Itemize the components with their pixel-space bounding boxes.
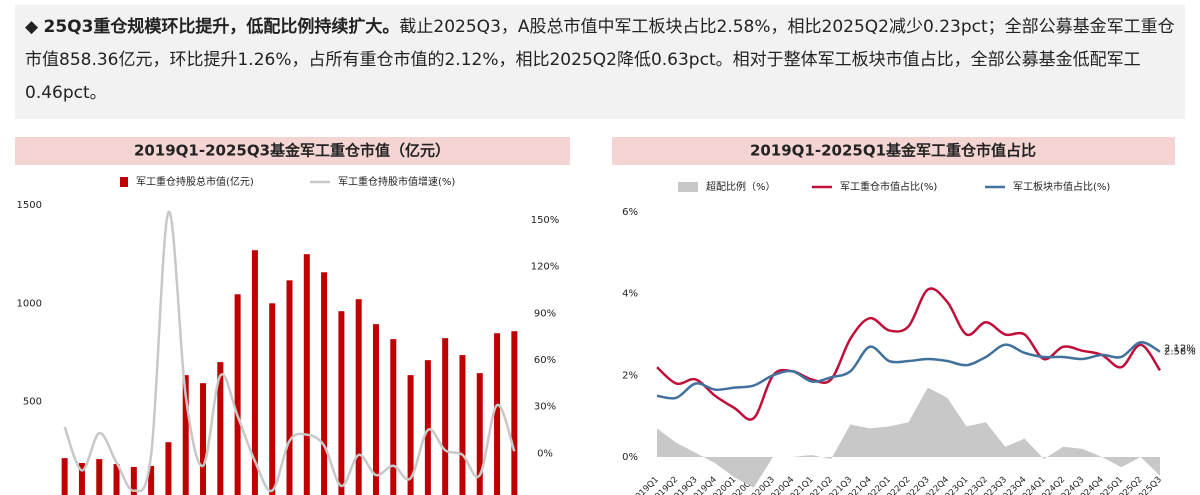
- bar: [459, 355, 466, 495]
- title-box: [15, 137, 570, 165]
- bar: [78, 463, 85, 495]
- bar: [148, 465, 155, 495]
- y-tick-label: 2%: [622, 370, 638, 381]
- bar: [338, 311, 345, 495]
- bullet: ◆: [25, 17, 44, 37]
- bar: [476, 373, 483, 495]
- bar: [234, 294, 241, 495]
- bar: [130, 466, 137, 495]
- body-text: 截止2025Q3，A股总市值中军工板块占比2.58%，相比2025Q2减少0.2…: [25, 17, 1175, 103]
- area: [657, 387, 1160, 488]
- bar: [390, 339, 397, 495]
- legend-label: 超配比例（%）: [706, 180, 776, 193]
- chart-title: 2019Q1-2025Q1基金军工重仓市值占比: [750, 142, 1036, 160]
- legend-label: 军工重仓市值占比(%): [840, 180, 937, 193]
- bar: [372, 324, 379, 495]
- legend-label: 军工重仓持股总市值(亿元): [136, 175, 254, 188]
- y-tick-label: 1000: [17, 298, 42, 309]
- title-box: [612, 137, 1175, 165]
- bar: [303, 254, 310, 495]
- bar: [200, 383, 207, 495]
- legend-swatch: [120, 177, 128, 187]
- y2-tick-label: 0%: [537, 448, 553, 459]
- data-label: 2.58%: [1164, 347, 1196, 358]
- bar: [442, 338, 449, 495]
- bar: [286, 280, 293, 495]
- legend-swatch: [678, 182, 698, 192]
- legend-label: 军工重仓持股市值增速(%): [338, 175, 455, 188]
- summary-box: ◆ 25Q3重仓规模环比提升，低配比例持续扩大。截止2025Q3，A股总市值中军…: [15, 5, 1185, 119]
- y-tick-label: 1500: [17, 200, 42, 211]
- bar: [424, 360, 431, 495]
- bar: [96, 459, 103, 495]
- bar: [182, 375, 189, 495]
- bar: [217, 362, 224, 495]
- y2-tick-label: 120%: [531, 262, 560, 273]
- data-label: 2.12%: [1164, 343, 1196, 354]
- bar: [251, 250, 258, 495]
- bar: [321, 272, 328, 495]
- y-tick-label: 500: [23, 397, 42, 408]
- headline: 25Q3重仓规模环比提升，低配比例持续扩大。: [43, 17, 400, 37]
- bar: [165, 442, 172, 495]
- chart-title: 2019Q1-2025Q3基金军工重仓市值（亿元）: [134, 142, 450, 160]
- bar: [113, 464, 120, 495]
- y2-tick-label: 150%: [531, 215, 560, 226]
- bar: [61, 458, 68, 495]
- y2-tick-label: 60%: [534, 355, 556, 366]
- y-tick-label: 4%: [622, 289, 638, 300]
- bar: [355, 299, 362, 495]
- y-tick-label: 0%: [622, 452, 638, 463]
- bar: [407, 375, 414, 495]
- bar: [511, 331, 518, 495]
- y2-tick-label: 30%: [534, 402, 556, 413]
- line: [656, 287, 1162, 421]
- bar: [269, 303, 276, 495]
- line: [656, 341, 1161, 400]
- line: [63, 210, 516, 493]
- legend-label: 军工板块市值占比(%): [1013, 180, 1110, 193]
- y2-tick-label: 90%: [534, 308, 556, 319]
- y-tick-label: 6%: [622, 207, 638, 218]
- bar: [494, 333, 501, 495]
